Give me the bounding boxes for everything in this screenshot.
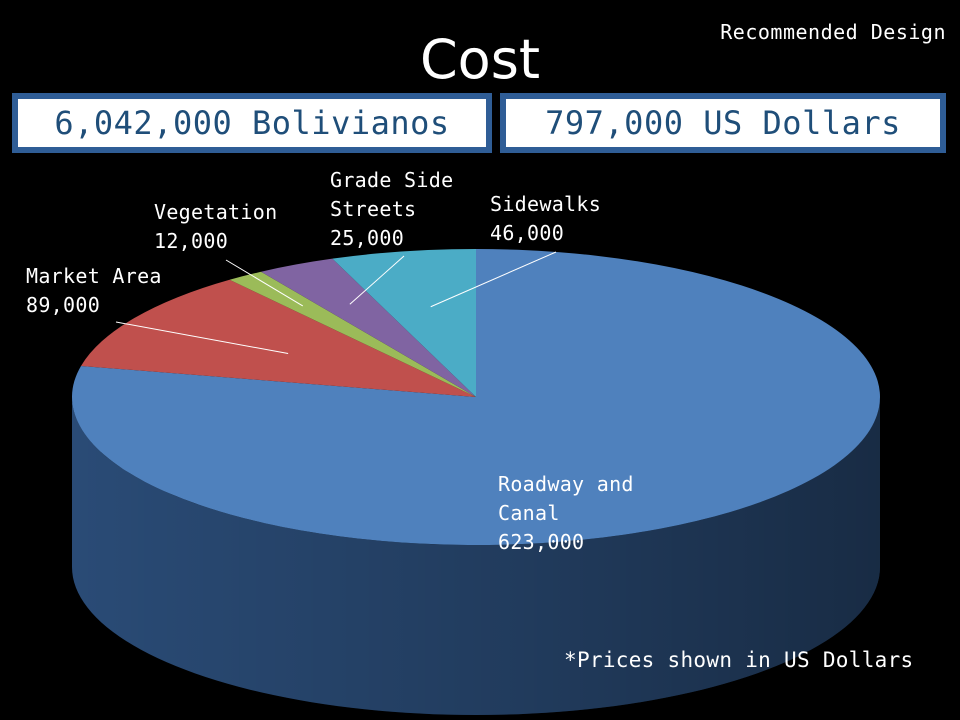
- leader-line-grade-side-streets: [349, 255, 405, 305]
- pie-leader-lines: [115, 251, 557, 355]
- data-label-market-area: Market Area 89,000: [26, 264, 162, 317]
- data-label-roadway-and-canal: Roadway and Canal 623,000: [498, 472, 634, 554]
- pie-slice-sidewalks: [332, 249, 476, 397]
- recommended-design-tag: Recommended Design: [720, 20, 946, 44]
- pie-slice-grade-side-streets: [261, 258, 476, 397]
- page-title: Cost: [419, 28, 541, 91]
- bolivianos-total-box: 6,042,000 Bolivianos: [12, 93, 492, 153]
- data-label-sidewalks: Sidewalks 46,000: [490, 192, 602, 245]
- usd-total-box: 797,000 US Dollars: [500, 93, 946, 153]
- leader-line-market-area: [115, 321, 289, 355]
- data-label-vegetation: Vegetation 12,000: [154, 200, 278, 253]
- pie-slice-market-area: [81, 279, 476, 397]
- leader-line-vegetation: [225, 259, 304, 307]
- bolivianos-total: 6,042,000 Bolivianos: [54, 104, 450, 142]
- usd-total: 797,000 US Dollars: [545, 104, 901, 142]
- pie-side-shade-roadway-and-canal: [72, 397, 880, 715]
- pie-slice-vegetation: [229, 271, 476, 397]
- pie-slice-roadway-and-canal: [72, 249, 881, 546]
- pie-top-layer: [72, 249, 881, 546]
- leader-line-sidewalks: [430, 251, 557, 308]
- data-label-grade-side-streets: Grade Side Streets 25,000: [330, 168, 454, 250]
- pie-side-layer: [72, 397, 880, 715]
- currency-note: *Prices shown in US Dollars: [564, 648, 914, 672]
